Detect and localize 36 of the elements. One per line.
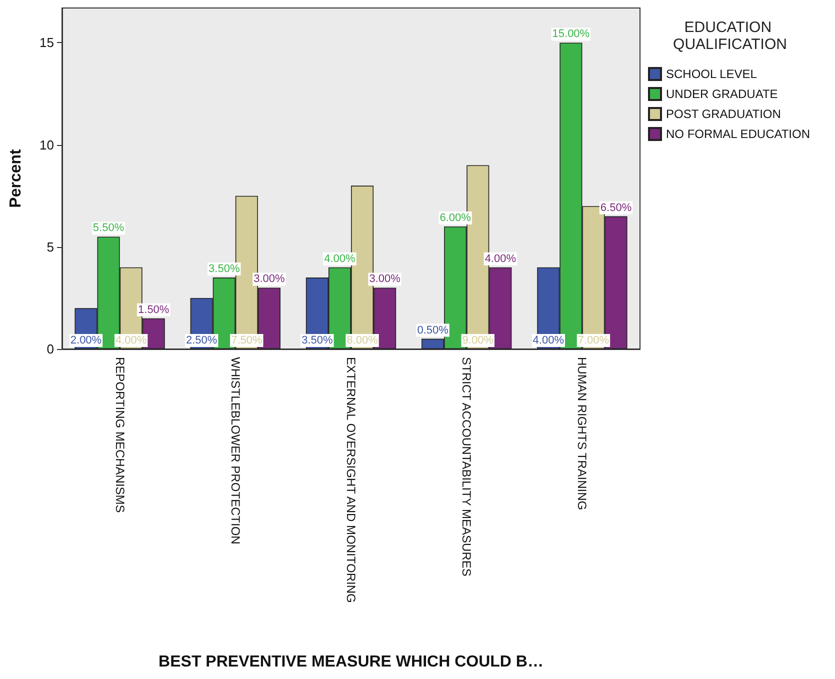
x-axis-title: BEST PREVENTIVE MEASURE WHICH COULD B… xyxy=(158,654,544,670)
data-label: 3.50% xyxy=(208,263,240,276)
data-label: 9.00% xyxy=(462,334,494,346)
data-label: 2.00% xyxy=(70,334,102,346)
y-tick-label: 10 xyxy=(40,137,54,152)
legend-title: EDUCATION QUALIFICATION xyxy=(673,19,787,53)
data-label: 2.50% xyxy=(186,334,218,346)
data-label: 0.50% xyxy=(417,324,449,336)
data-label: 6.50% xyxy=(600,202,632,214)
x-tick-label: HUMAN RIGHTS TRAINING xyxy=(575,357,590,510)
x-tick-label: EXTERNAL OVERSIGHT AND MONITORING xyxy=(344,357,358,603)
data-label: 5.50% xyxy=(92,222,124,234)
data-label: 7.50% xyxy=(231,334,262,346)
data-label: 3.50% xyxy=(302,334,333,346)
legend-label: POST GRADUATION xyxy=(666,107,781,121)
data-label: 8.00% xyxy=(346,334,378,346)
y-tick-label: 5 xyxy=(46,239,54,254)
data-label: 3.00% xyxy=(369,273,401,286)
data-label: 4.00% xyxy=(484,252,516,265)
data-label: 6.00% xyxy=(440,212,472,224)
data-label: 3.00% xyxy=(254,273,286,286)
y-axis-title: Percent xyxy=(8,148,24,208)
x-tick-label: WHISTLEBLOWER PROTECTION xyxy=(228,357,242,544)
legend-label: SCHOOL LEVEL xyxy=(666,67,758,81)
data-label: 7.00% xyxy=(578,334,610,346)
y-tick-label: 15 xyxy=(40,35,54,50)
legend-label: NO FORMAL EDUCATION xyxy=(666,127,810,141)
data-label: 15.00% xyxy=(552,28,590,40)
data-label: 1.50% xyxy=(138,304,170,316)
x-tick-label: STRICT ACCOUNTABILITY MEASURES xyxy=(460,357,474,576)
legend-label: UNDER GRADUATE xyxy=(666,87,778,101)
x-tick-label: REPORTING MECHANISMS xyxy=(112,357,127,513)
y-tick-label: 0 xyxy=(46,342,54,356)
data-label: 4.00% xyxy=(324,252,356,265)
data-label: 4.00% xyxy=(115,334,147,346)
data-label: 4.00% xyxy=(532,334,564,346)
